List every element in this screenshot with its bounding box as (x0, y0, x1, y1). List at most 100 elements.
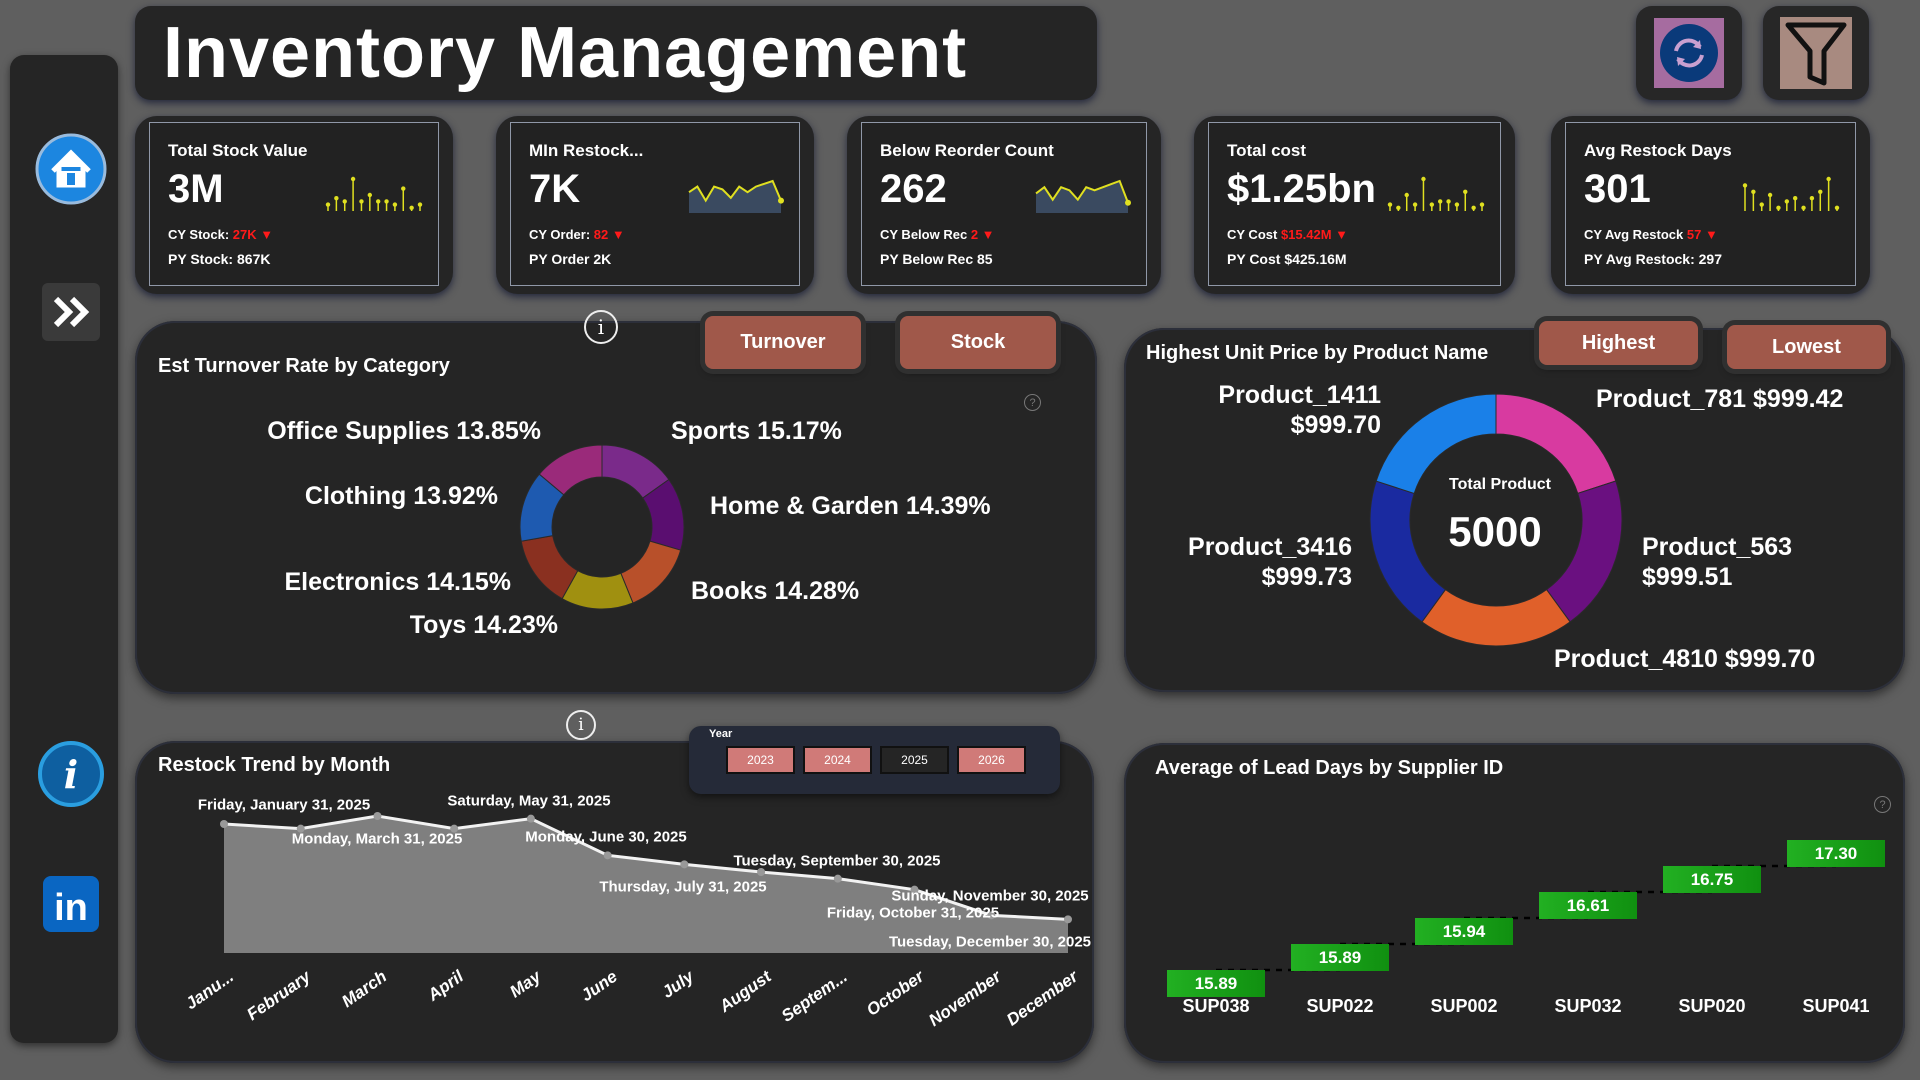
label-product-781: Product_781 $999.42 (1596, 385, 1844, 413)
turnover-panel: Est Turnover Rate by Category ? (135, 321, 1097, 694)
kpi-inner: MIn Restock... 7K CY Order: 82 ▼ PY Orde… (510, 122, 800, 286)
kpi-cy: CY Order: 82 ▼ (529, 227, 625, 242)
spark-area (1036, 181, 1128, 213)
spark-dot (1421, 176, 1426, 182)
spark-dot (1809, 196, 1815, 201)
sparkline (325, 176, 423, 211)
kpi-cy: CY Cost $15.42M ▼ (1227, 227, 1349, 242)
kpi-title: Total Stock Value (168, 141, 308, 160)
help-icon[interactable]: ? (1874, 796, 1891, 813)
spark-dot (417, 202, 423, 207)
turnover-info-icon[interactable]: i (584, 310, 618, 344)
kpi-card: Avg Restock Days 301 CY Avg Restock 57 ▼… (1551, 116, 1870, 294)
spark-line (688, 179, 782, 203)
spark-dot (1412, 202, 1418, 207)
spark-dot (1751, 189, 1756, 194)
supplier-label: SUP041 (1802, 996, 1870, 1016)
spark-dot (1826, 176, 1831, 182)
down-arrow-icon: ▼ (1704, 227, 1718, 242)
double-chevron-right-icon (42, 283, 100, 341)
kpi-value: 262 (880, 167, 947, 211)
label-product-563: Product_563 $999.51 (1642, 533, 1793, 591)
kpi-card: Below Reorder Count 262 CY Below Rec 2 ▼… (847, 116, 1161, 294)
kpi-py: PY Cost $425.16M (1227, 251, 1347, 267)
refresh-icon (1654, 18, 1724, 88)
lowest-button[interactable]: Lowest (1727, 325, 1886, 369)
stock-button[interactable]: Stock (900, 316, 1056, 369)
spark-dot (375, 199, 381, 204)
sparkline (1742, 176, 1840, 211)
kpi-py: PY Order 2K (529, 251, 612, 267)
year-2023[interactable]: 2023 (726, 746, 795, 774)
kpi-title: Below Reorder Count (880, 141, 1054, 160)
down-arrow-icon: ▼ (611, 227, 625, 242)
spark-dot (325, 202, 331, 207)
spark-end-dot (1125, 199, 1131, 206)
kpi-cy: CY Stock: 27K ▼ (168, 227, 274, 242)
turnover-button[interactable]: Turnover (705, 316, 861, 369)
label-product-1411: Product_1411 $999.70 (1218, 381, 1381, 439)
label-toys: Toys 14.23% (409, 611, 558, 639)
svg-text:in: in (54, 887, 88, 929)
spark-dot (1784, 199, 1790, 204)
spark-dot (1463, 189, 1468, 194)
kpi-card: MIn Restock... 7K CY Order: 82 ▼ PY Orde… (496, 116, 814, 294)
spark-dot (1437, 199, 1443, 204)
spark-dot (367, 192, 373, 198)
sparkline (1035, 179, 1131, 213)
spark-dot (401, 186, 406, 191)
spark-line (1035, 179, 1129, 204)
spark-area (689, 181, 781, 213)
supplier-label: SUP020 (1678, 996, 1746, 1016)
spark-dot (1834, 205, 1840, 210)
kpi-py: PY Stock: 867K (168, 251, 271, 267)
home-icon (35, 133, 107, 205)
spark-dot (1759, 202, 1764, 207)
kpi-value: 301 (1584, 167, 1651, 211)
down-arrow-icon: ▼ (260, 227, 274, 242)
kpi-value: $1.25bn (1227, 167, 1376, 211)
kpi-inner: Total Stock Value 3M CY Stock: 27K ▼ PY … (149, 122, 439, 286)
lead-days-bar: 15.89 (1167, 970, 1265, 997)
year-2026[interactable]: 2026 (957, 746, 1026, 774)
navigate-button[interactable] (35, 276, 107, 348)
kpi-py: PY Avg Restock: 297 (1584, 251, 1722, 267)
donut-center-label: Total Product (1449, 476, 1551, 493)
linkedin-button[interactable]: in (35, 868, 107, 940)
filter-button[interactable] (1763, 6, 1869, 100)
kpi-card: Total cost $1.25bn CY Cost $15.42M ▼ PY … (1194, 116, 1515, 294)
sparkline (1387, 176, 1485, 211)
spark-dot (1776, 205, 1781, 210)
restock-info-icon[interactable]: i (566, 710, 596, 740)
spark-dot (1404, 192, 1409, 198)
donut-center-value: 5000 (1448, 508, 1542, 555)
spark-dot (1387, 202, 1393, 207)
linkedin-icon: in (43, 876, 99, 932)
spark-end-dot (778, 197, 784, 204)
kpi-cy: CY Avg Restock 57 ▼ (1584, 227, 1718, 242)
spark-dot (1471, 205, 1476, 210)
year-2024[interactable]: 2024 (803, 746, 872, 774)
turnover-title: Est Turnover Rate by Category (158, 355, 450, 377)
kpi-inner: Below Reorder Count 262 CY Below Rec 2 ▼… (861, 122, 1147, 286)
supplier-label: SUP022 (1306, 996, 1374, 1016)
home-button[interactable] (35, 133, 107, 205)
spark-dot (409, 205, 414, 210)
down-arrow-icon: ▼ (981, 227, 995, 242)
spark-dot (1818, 189, 1823, 194)
point-label: Friday, October 31, 2025 (826, 904, 1000, 922)
supplier-label: SUP038 (1182, 996, 1250, 1016)
info-icon: i (38, 741, 104, 807)
point-label: Monday, March 31, 2025 (291, 830, 463, 848)
kpi-title: MIn Restock... (529, 141, 644, 160)
label-product-4810: Product_4810 $999.70 (1554, 645, 1816, 673)
spark-dot (392, 202, 398, 207)
help-icon[interactable]: ? (1024, 394, 1041, 411)
supplier-label: SUP002 (1430, 996, 1498, 1016)
spark-dot (334, 196, 339, 201)
kpi-title: Avg Restock Days (1584, 141, 1732, 160)
info-button[interactable]: i (35, 738, 107, 810)
highest-button[interactable]: Highest (1539, 321, 1698, 365)
refresh-button[interactable] (1636, 6, 1742, 100)
year-2025-selected[interactable]: 2025 (880, 746, 949, 774)
